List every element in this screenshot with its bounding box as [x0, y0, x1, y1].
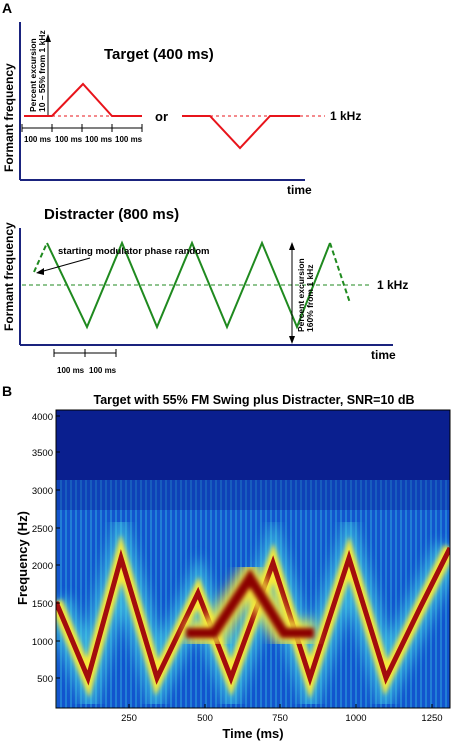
panel-b-letter: B [2, 383, 12, 399]
target-downward-trace [182, 115, 300, 150]
distracter-excursion-arrowhead-bottom [289, 336, 295, 344]
distracter-ref-label: 1 kHz [377, 278, 408, 292]
distracter-ylabel: Formant frequency [2, 222, 16, 331]
distracter-segment-scale [53, 349, 117, 357]
spectrogram-image [56, 410, 450, 708]
or-label: or [155, 109, 168, 124]
target-ref-label: 1 kHz [330, 109, 361, 123]
panel-b: B Target with 55% FM Swing plus Distract… [2, 383, 451, 741]
distracter-excursion-arrowhead-top [289, 242, 295, 250]
xtick-1000: 1000 [345, 713, 366, 724]
target-segment-2: 100 ms [55, 135, 83, 144]
target-ylabel: Formant frequency [2, 63, 16, 172]
target-segment-scale [21, 124, 143, 132]
phase-note: starting modulator phase random [58, 246, 210, 257]
panel-a-letter: A [2, 0, 12, 16]
target-excursion-line1: Percent excursion [28, 38, 38, 112]
ytick-4000: 4000 [32, 412, 53, 423]
spectrogram-title: Target with 55% FM Swing plus Distracter… [93, 393, 414, 407]
distracter-excursion-line2: 160% from 1 kHz [305, 264, 315, 332]
distracter-time-label: time [371, 348, 396, 362]
target-segment-1: 100 ms [24, 135, 52, 144]
distracter-start-dashed [33, 242, 48, 273]
spectrogram-ylabel: Frequency (Hz) [15, 511, 30, 605]
ytick-3000: 3000 [32, 486, 53, 497]
distracter-end-dashed [329, 242, 351, 304]
target-upward-trace [24, 82, 142, 117]
ytick-500: 500 [37, 674, 53, 685]
panel-a: A Target (400 ms) Formant frequency time… [2, 0, 361, 197]
target-excursion-arrowhead [45, 34, 51, 42]
spectrogram-xticks [128, 704, 433, 708]
distracter-segment-1: 100 ms [57, 366, 85, 375]
distracter-segment-2: 100 ms [89, 366, 117, 375]
ytick-3500: 3500 [32, 448, 53, 459]
target-segment-4: 100 ms [115, 135, 143, 144]
spectrogram-xlabel: Time (ms) [222, 726, 283, 741]
ytick-1500: 1500 [32, 599, 53, 610]
ytick-2000: 2000 [32, 561, 53, 572]
distracter-excursion-line1: Percent excursion [296, 258, 306, 332]
distracter-trace [46, 240, 331, 330]
phase-arrowhead [36, 268, 44, 275]
target-title: Target (400 ms) [104, 46, 214, 63]
ytick-2500: 2500 [32, 524, 53, 535]
distracter-title: Distracter (800 ms) [44, 206, 179, 223]
panel-a-distracter: Distracter (800 ms) Formant frequency ti… [2, 206, 408, 375]
xtick-500: 500 [197, 713, 213, 724]
spectrogram-distracter-red [56, 546, 450, 687]
ytick-1000: 1000 [32, 637, 53, 648]
spectrogram-yticks [56, 415, 60, 679]
xtick-250: 250 [121, 713, 137, 724]
phase-arrow [39, 257, 91, 273]
xtick-750: 750 [272, 713, 288, 724]
target-excursion-line2: 10 – 55% from 1 kHz [37, 30, 47, 112]
target-time-label: time [287, 183, 312, 197]
spectrogram-target-red [186, 568, 314, 638]
target-segment-3: 100 ms [85, 135, 113, 144]
xtick-1250: 1250 [421, 713, 442, 724]
